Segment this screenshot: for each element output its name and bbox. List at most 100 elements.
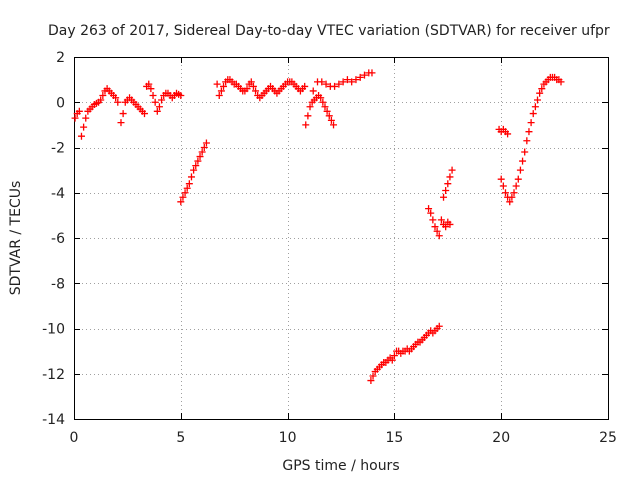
x-tick-label: 25 bbox=[599, 430, 617, 446]
data-point bbox=[80, 123, 88, 131]
data-point bbox=[192, 162, 200, 170]
data-point bbox=[215, 91, 223, 99]
data-point bbox=[508, 193, 516, 201]
data-point bbox=[99, 91, 107, 99]
data-point bbox=[339, 78, 347, 86]
data-point bbox=[318, 78, 326, 86]
data-point bbox=[529, 110, 537, 118]
data-point bbox=[497, 175, 505, 183]
data-point bbox=[177, 198, 185, 206]
data-point bbox=[177, 91, 185, 99]
data-point bbox=[323, 107, 331, 115]
data-point bbox=[309, 87, 317, 95]
data-point bbox=[196, 153, 204, 161]
x-axis-label: GPS time / hours bbox=[282, 458, 399, 474]
data-point bbox=[158, 96, 166, 104]
data-point bbox=[200, 144, 208, 151]
data-point bbox=[190, 166, 198, 174]
data-point bbox=[183, 184, 191, 192]
y-tick-label: -2 bbox=[51, 141, 65, 157]
data-point bbox=[155, 103, 163, 111]
data-point bbox=[185, 180, 193, 188]
y-tick-label: 2 bbox=[56, 50, 65, 66]
y-tick-label: -14 bbox=[42, 412, 65, 428]
data-point bbox=[249, 82, 257, 90]
data-point bbox=[306, 103, 314, 111]
data-point bbox=[149, 91, 157, 99]
data-point bbox=[198, 148, 206, 156]
data-point bbox=[335, 80, 343, 88]
data-point bbox=[444, 180, 452, 188]
data-point bbox=[501, 189, 509, 197]
data-point bbox=[322, 80, 330, 88]
data-points bbox=[71, 69, 565, 385]
data-point bbox=[352, 76, 360, 84]
x-tick-label: 20 bbox=[492, 430, 510, 446]
data-point bbox=[557, 78, 565, 86]
data-point bbox=[425, 205, 433, 213]
data-point bbox=[243, 85, 251, 93]
data-point bbox=[446, 173, 454, 181]
data-point bbox=[247, 78, 255, 86]
data-point bbox=[519, 157, 527, 165]
data-point bbox=[390, 352, 398, 360]
x-tick-label: 0 bbox=[70, 430, 79, 446]
x-tick-label: 15 bbox=[385, 430, 403, 446]
data-point bbox=[440, 193, 448, 201]
data-point bbox=[516, 166, 524, 174]
data-point bbox=[536, 89, 544, 97]
data-point bbox=[75, 107, 83, 115]
y-tick-label: -12 bbox=[42, 367, 65, 383]
data-point bbox=[179, 193, 187, 201]
data-point bbox=[220, 82, 228, 90]
data-point bbox=[252, 87, 260, 95]
data-point bbox=[213, 80, 221, 88]
data-point bbox=[181, 189, 189, 197]
x-tick-label: 10 bbox=[279, 430, 297, 446]
y-tick-label: -4 bbox=[51, 186, 65, 202]
data-point bbox=[317, 94, 325, 102]
data-point bbox=[304, 112, 312, 120]
grid bbox=[74, 57, 608, 419]
data-point bbox=[442, 223, 450, 231]
data-point bbox=[187, 173, 195, 181]
data-point bbox=[140, 110, 148, 118]
data-point bbox=[145, 80, 153, 88]
data-point bbox=[348, 78, 356, 86]
data-point bbox=[82, 114, 90, 122]
data-point bbox=[388, 356, 396, 364]
axis-ticks: 0 5 10 15 20 25 -14 -12 -10 -8 -6 -4 -2 0 2 bbox=[42, 50, 617, 446]
chart-title: Day 263 of 2017, Sidereal Day-to-day VTE… bbox=[48, 23, 610, 39]
data-point bbox=[194, 157, 202, 165]
data-point bbox=[114, 98, 122, 106]
data-point bbox=[525, 128, 533, 136]
y-tick-label: -6 bbox=[51, 231, 65, 247]
data-point bbox=[368, 69, 376, 77]
data-point bbox=[427, 209, 435, 217]
data-point bbox=[153, 107, 161, 115]
data-point bbox=[356, 73, 364, 81]
data-point bbox=[202, 139, 210, 147]
data-point bbox=[331, 82, 339, 90]
data-point bbox=[510, 189, 518, 197]
data-point bbox=[512, 182, 520, 190]
data-point bbox=[319, 98, 327, 106]
data-point bbox=[71, 114, 79, 122]
data-point bbox=[301, 82, 309, 90]
data-point bbox=[147, 85, 155, 93]
data-point bbox=[514, 175, 522, 183]
data-point bbox=[302, 121, 310, 129]
data-point bbox=[538, 85, 546, 93]
y-tick-label: -10 bbox=[42, 322, 65, 338]
data-point bbox=[431, 223, 439, 231]
data-point bbox=[369, 372, 377, 380]
data-point bbox=[448, 166, 456, 174]
y-tick-label: 0 bbox=[56, 95, 65, 111]
data-point bbox=[429, 216, 437, 224]
data-point bbox=[446, 220, 454, 228]
data-point bbox=[325, 112, 333, 120]
data-point bbox=[327, 116, 335, 124]
x-tick-label: 5 bbox=[176, 430, 185, 446]
data-point bbox=[97, 96, 105, 104]
data-point bbox=[433, 227, 441, 235]
